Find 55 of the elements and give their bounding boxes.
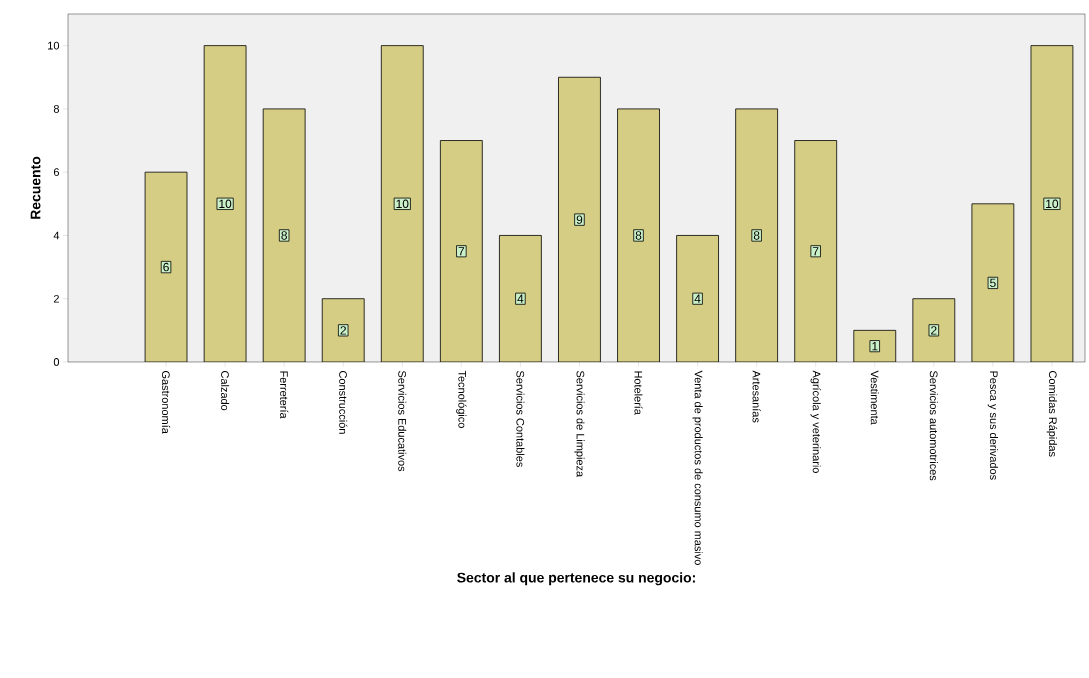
x-tick-label: Servicios de Limpieza	[574, 371, 585, 478]
data-label: 5	[990, 278, 996, 288]
x-tick-label: Tecnológico	[456, 370, 467, 428]
x-tick-label: Pesca y sus derivados	[987, 371, 998, 480]
bar	[440, 140, 483, 362]
bar	[735, 108, 778, 362]
data-label: 6	[163, 262, 169, 272]
bar	[971, 203, 1014, 362]
data-label: 10	[219, 199, 232, 209]
x-tick-label: Vestimenta	[870, 370, 879, 425]
data-label: 10	[1046, 199, 1059, 209]
bar	[1030, 45, 1074, 362]
data-label: 4	[694, 294, 701, 303]
bar	[617, 108, 660, 362]
bar	[499, 235, 542, 362]
y-tick-label: 6	[53, 168, 59, 177]
y-tick-label: 8	[53, 105, 59, 113]
bar	[263, 108, 306, 362]
data-label: 2	[931, 326, 937, 335]
y-tick-label: 10	[48, 41, 60, 50]
x-tick-label: Servicios automotrices	[929, 371, 938, 481]
bar	[794, 140, 837, 362]
x-axis-title: Sector al que pertenece su negocio:	[457, 572, 695, 586]
x-tick-label: Construcción	[339, 371, 348, 434]
x-tick-label: Servicios Educativos	[398, 371, 407, 472]
bar	[145, 172, 188, 362]
x-tick-label: Comidas Rápidas	[1046, 371, 1058, 457]
y-axis-title: Recuento	[30, 156, 41, 219]
data-label: 8	[281, 231, 287, 240]
x-tick-label: Agrícola y veterinario	[810, 370, 821, 473]
x-tick-label: Calzado	[221, 371, 230, 411]
bar	[381, 45, 424, 362]
x-tick-label: Hotelería	[634, 371, 643, 415]
x-tick-label: Servicios Contables	[516, 371, 525, 467]
data-label: 2	[340, 326, 346, 335]
x-tick-label: Ferretería	[280, 371, 289, 419]
data-label: 8	[635, 231, 642, 240]
x-tick-label: Gastronomía	[161, 371, 171, 434]
x-tick-label: Artesanías	[752, 370, 761, 423]
bar	[204, 45, 247, 362]
bar	[676, 235, 719, 362]
data-label: 1	[872, 342, 878, 351]
data-label: 4	[517, 294, 524, 303]
bar	[558, 77, 601, 362]
data-label: 8	[753, 231, 760, 240]
y-tick-label: 4	[53, 231, 60, 240]
bar	[322, 298, 365, 362]
x-tick-label: Venta de productos de consumo masivo	[692, 370, 703, 565]
bar	[912, 298, 955, 362]
data-label: 7	[812, 247, 819, 256]
data-label: 7	[458, 247, 465, 256]
y-tick-label: 2	[53, 294, 59, 303]
y-tick-label: 0	[53, 358, 60, 366]
data-label: 10	[396, 199, 409, 209]
data-label: 9	[576, 215, 583, 224]
